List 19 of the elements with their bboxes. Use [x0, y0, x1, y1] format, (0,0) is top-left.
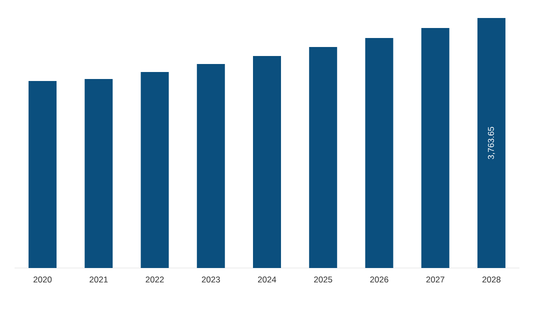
x-tick-label: 2021	[90, 276, 108, 283]
bar	[196, 64, 225, 268]
bar	[309, 47, 338, 268]
x-tick-label: 2022	[146, 276, 164, 283]
x-tick-label: 2024	[258, 276, 276, 283]
data-label: 3,763.65	[488, 126, 495, 160]
bar	[477, 18, 506, 268]
bar	[84, 79, 113, 268]
x-tick-label: 2027	[426, 276, 444, 283]
x-tick-label: 2020	[34, 276, 52, 283]
bar	[140, 72, 169, 268]
x-tick-label: 2025	[314, 276, 332, 283]
x-tick-label: 2028	[482, 276, 500, 283]
x-tick-label: 2023	[202, 276, 220, 283]
x-tick-label: 2026	[370, 276, 388, 283]
bar	[252, 56, 281, 268]
bar	[365, 38, 394, 268]
bar	[421, 28, 450, 268]
bar	[28, 81, 57, 268]
